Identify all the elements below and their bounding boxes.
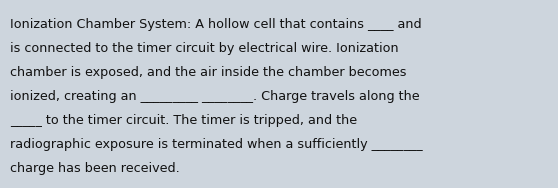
Text: is connected to the timer circuit by electrical wire. Ionization: is connected to the timer circuit by ele… [10,42,398,55]
Text: ionized, creating an _________ ________. Charge travels along the: ionized, creating an _________ ________.… [10,90,420,103]
Text: chamber is exposed, and the air inside the chamber becomes: chamber is exposed, and the air inside t… [10,66,406,79]
Text: radiographic exposure is terminated when a sufficiently ________: radiographic exposure is terminated when… [10,138,422,151]
Text: _____ to the timer circuit. The timer is tripped, and the: _____ to the timer circuit. The timer is… [10,114,357,127]
Text: charge has been received.: charge has been received. [10,162,180,175]
Text: Ionization Chamber System: A hollow cell that contains ____ and: Ionization Chamber System: A hollow cell… [10,18,422,31]
